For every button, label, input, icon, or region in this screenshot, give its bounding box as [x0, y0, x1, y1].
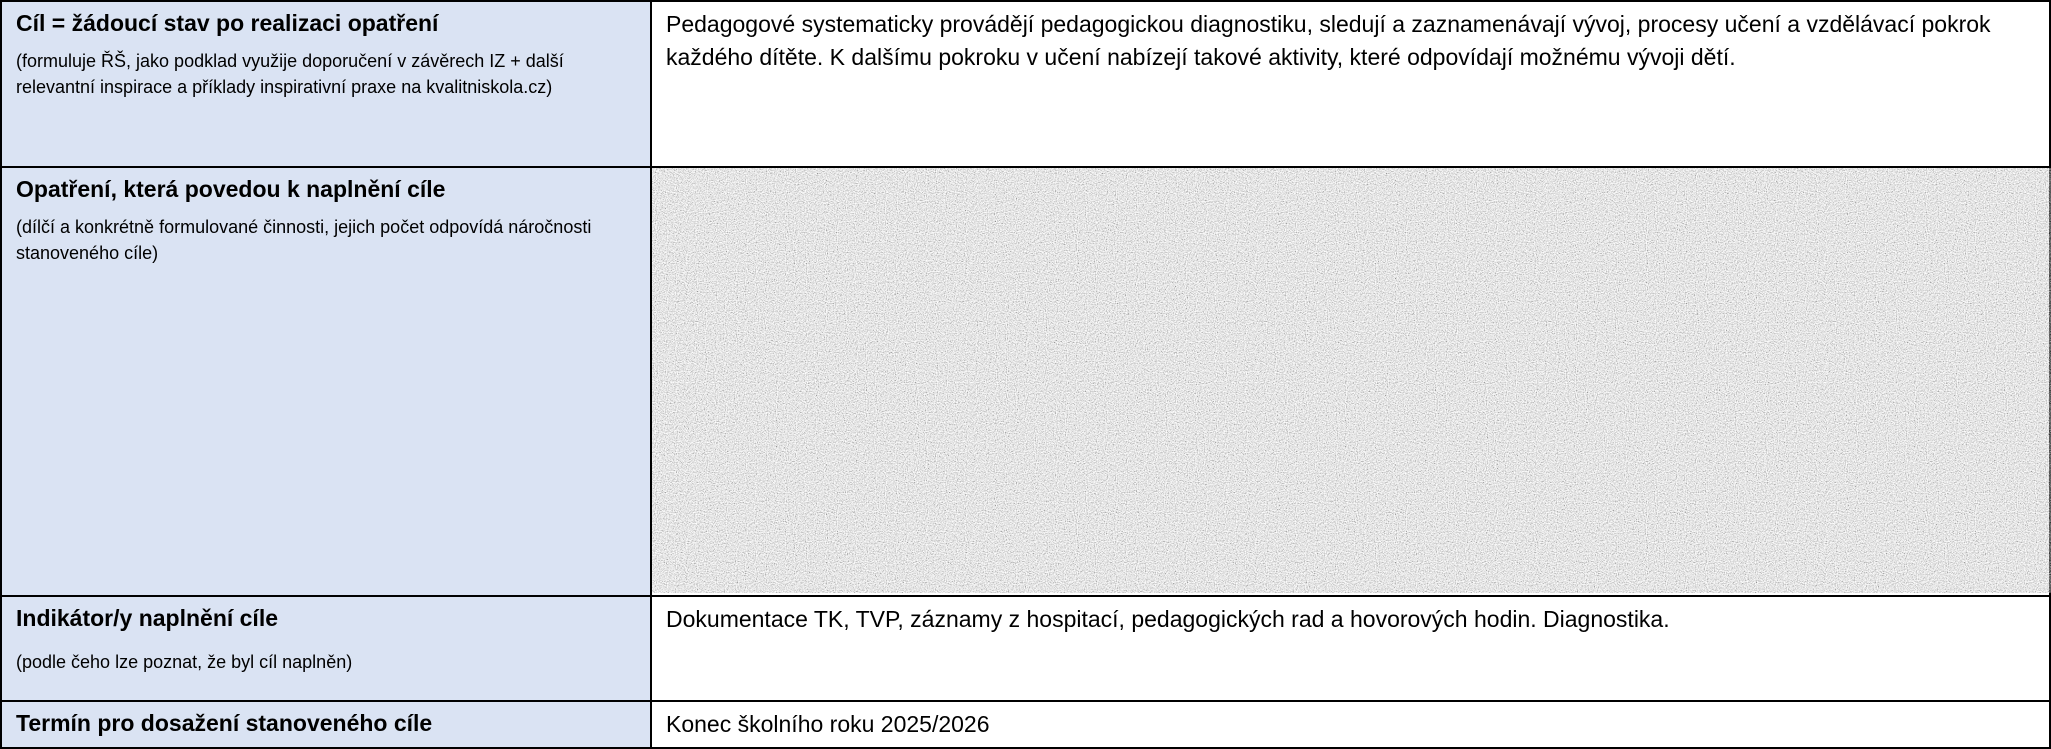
content-cell — [651, 167, 2050, 596]
row-note: (podle čeho lze poznat, že byl cíl napln… — [16, 649, 636, 675]
row-content: Pedagogové systematicky provádějí pedago… — [666, 8, 2035, 74]
row-note: (formuluje ŘŠ, jako podklad využije dopo… — [16, 48, 636, 100]
label-cell: Opatření, která povedou k naplnění cíle … — [1, 167, 651, 596]
table-row: Opatření, která povedou k naplnění cíle … — [1, 167, 2050, 596]
label-cell: Indikátor/y naplnění cíle (podle čeho lz… — [1, 596, 651, 701]
content-cell: Konec školního roku 2025/2026 — [651, 701, 2050, 748]
row-note: (dílčí a konkrétně formulované činnosti,… — [16, 214, 636, 266]
table-row: Cíl = žádoucí stav po realizaci opatření… — [1, 1, 2050, 167]
table-row: Indikátor/y naplnění cíle (podle čeho lz… — [1, 596, 2050, 701]
table-row: Termín pro dosažení stanoveného cíle Kon… — [1, 701, 2050, 748]
noise — [652, 168, 2051, 593]
redacted-image — [652, 168, 2051, 593]
goal-table: Cíl = žádoucí stav po realizaci opatření… — [0, 0, 2051, 749]
row-label: Cíl = žádoucí stav po realizaci opatření — [16, 8, 636, 38]
row-content: Konec školního roku 2025/2026 — [666, 708, 2035, 741]
row-label: Indikátor/y naplnění cíle — [16, 603, 636, 633]
page: Cíl = žádoucí stav po realizaci opatření… — [0, 0, 2051, 747]
content-cell: Pedagogové systematicky provádějí pedago… — [651, 1, 2050, 167]
content-cell: Dokumentace TK, TVP, záznamy z hospitací… — [651, 596, 2050, 701]
label-cell: Termín pro dosažení stanoveného cíle — [1, 701, 651, 748]
label-cell: Cíl = žádoucí stav po realizaci opatření… — [1, 1, 651, 167]
row-label: Opatření, která povedou k naplnění cíle — [16, 174, 636, 204]
row-content: Dokumentace TK, TVP, záznamy z hospitací… — [666, 603, 2035, 636]
row-label: Termín pro dosažení stanoveného cíle — [16, 708, 636, 738]
